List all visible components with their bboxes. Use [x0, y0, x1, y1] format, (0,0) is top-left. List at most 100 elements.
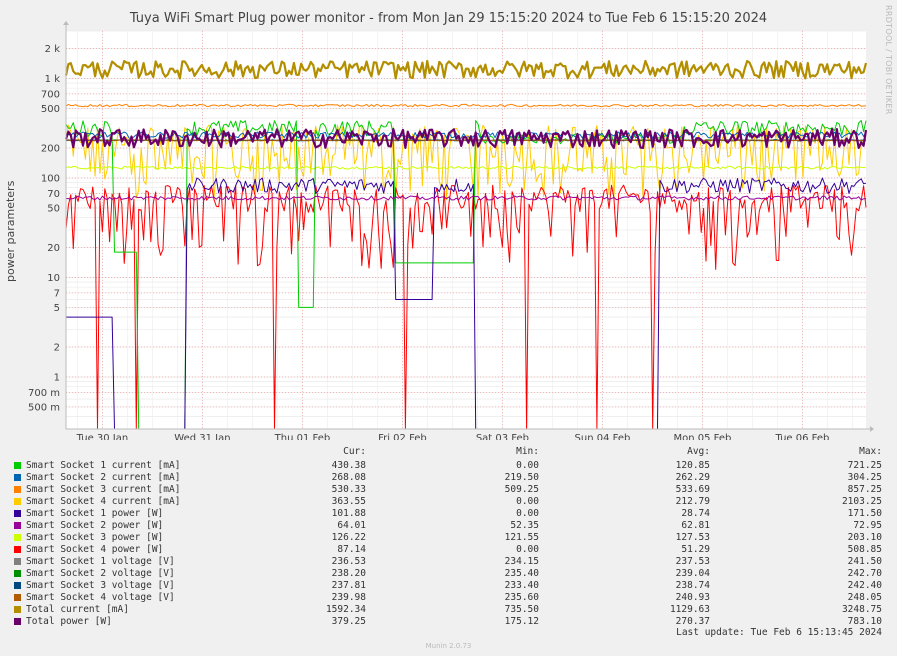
legend-min: 234.15: [504, 556, 539, 567]
legend-max: 3248.75: [841, 604, 882, 615]
legend-swatch: [14, 474, 21, 481]
legend-max: 783.10: [847, 616, 882, 627]
legend-row: Smart Socket 3 power [W] 126.22 121.55 127.…: [0, 532, 897, 544]
y-axis-arrow: [63, 21, 69, 25]
legend-cur: 87.14: [337, 544, 366, 555]
y-tick-label: 100: [41, 173, 60, 184]
x-tick-label: Fri 02 Feb: [378, 433, 427, 440]
legend-row: Smart Socket 1 voltage [V] 236.53 234.15 23…: [0, 556, 897, 568]
legend-swatch: [14, 570, 21, 577]
legend-row: Smart Socket 1 power [W] 101.88 0.00 28.74 1…: [0, 508, 897, 520]
legend-max: 721.25: [847, 460, 882, 471]
legend-swatch: [14, 582, 21, 589]
legend-max: 242.70: [847, 568, 882, 579]
legend-max: 242.40: [847, 580, 882, 591]
series-line-socket1-current: [65, 120, 867, 430]
legend-series-name: Smart Socket 1 current [mA]: [26, 460, 181, 471]
legend-swatch: [14, 558, 21, 565]
legend-avg: 127.53: [675, 532, 710, 543]
rrdtool-credit: RRDTOOL / TOBI OETIKER: [884, 5, 893, 115]
legend-max: 72.95: [853, 520, 882, 531]
x-tick-label: Tue 30 Jan: [76, 433, 129, 440]
legend-cur: 268.08: [331, 472, 366, 483]
legend-min: 52.35: [510, 520, 539, 531]
legend-swatch: [14, 594, 21, 601]
legend-cur: 379.25: [331, 616, 366, 627]
legend-row: Smart Socket 2 power [W] 64.01 52.35 62.81 7…: [0, 520, 897, 532]
legend-avg: 212.79: [675, 496, 710, 507]
y-tick-label: 20: [47, 243, 60, 254]
legend-avg: 238.74: [675, 580, 710, 591]
chart-plot-area: 2 k 1 k 700 500 200 100 70 50 20 10 7 5 2 1 700 m 500 m…: [28, 21, 874, 440]
legend-row: Total current [mA] 1592.34 735.50 1129.63 32…: [0, 604, 897, 616]
legend-avg: 262.29: [675, 472, 710, 483]
series-line-socket2-power: [65, 195, 867, 201]
legend-min: 121.55: [504, 532, 539, 543]
legend-cur: 363.55: [331, 496, 366, 507]
legend-avg: 28.74: [681, 508, 710, 519]
legend-series-name: Total power [W]: [26, 616, 112, 627]
legend-swatch: [14, 510, 21, 517]
legend-header-cur: Cur:: [343, 446, 366, 457]
legend-avg: 239.04: [675, 568, 710, 579]
x-tick-label: Mon 05 Feb: [673, 433, 731, 440]
y-tick-label: 2 k: [45, 44, 61, 55]
legend-series-name: Smart Socket 2 current [mA]: [26, 472, 181, 483]
legend-cur: 239.98: [331, 592, 366, 603]
series-line-total-power: [64, 128, 868, 149]
legend-swatch: [14, 486, 21, 493]
legend-min: 233.40: [504, 580, 539, 591]
legend-row: Smart Socket 4 current [mA] 363.55 0.00 212…: [0, 496, 897, 508]
legend-swatch: [14, 462, 21, 469]
legend-max: 304.25: [847, 472, 882, 483]
legend-cur: 238.20: [331, 568, 366, 579]
series-line-socket3-power: [65, 165, 867, 170]
legend-avg: 533.69: [675, 484, 710, 495]
legend-series-name: Smart Socket 1 voltage [V]: [26, 556, 175, 567]
y-tick-label: 5: [54, 303, 60, 314]
legend-cur: 64.01: [337, 520, 366, 531]
legend-series-name: Smart Socket 3 voltage [V]: [26, 580, 175, 591]
legend-series-name: Smart Socket 3 power [W]: [26, 532, 164, 543]
legend-swatch: [14, 618, 21, 625]
series-line-socket1-power: [66, 177, 867, 430]
legend-avg: 62.81: [681, 520, 710, 531]
y-tick-label: 700: [41, 89, 60, 100]
legend-series-name: Smart Socket 2 power [W]: [26, 520, 164, 531]
legend-row: Smart Socket 2 current [mA] 268.08 219.50 2…: [0, 472, 897, 484]
legend-max: 857.25: [847, 484, 882, 495]
y-tick-label: 50: [47, 203, 60, 214]
x-tick-label: Wed 31 Jan: [174, 433, 230, 440]
series-line-socket3-current: [65, 103, 867, 108]
legend-row: Smart Socket 3 current [mA] 530.33 509.25 5…: [0, 484, 897, 496]
legend-min: 0.00: [516, 508, 539, 519]
legend-row: Smart Socket 3 voltage [V] 237.81 233.40 23…: [0, 580, 897, 592]
legend-header-max: Max:: [859, 446, 882, 457]
legend-min: 0.00: [516, 460, 539, 471]
legend-cur: 530.33: [331, 484, 366, 495]
y-tick-label: 2: [54, 343, 60, 354]
legend-series-name: Smart Socket 3 current [mA]: [26, 484, 181, 495]
legend-min: 735.50: [504, 604, 539, 615]
legend-max: 203.10: [847, 532, 882, 543]
legend-min: 0.00: [516, 544, 539, 555]
y-tick-label: 200: [41, 144, 60, 155]
y-tick-label: 1 k: [45, 74, 61, 85]
x-tick-label: Sat 03 Feb: [476, 433, 529, 440]
chart-title: Tuya WiFi Smart Plug power monitor - fro…: [129, 11, 768, 26]
legend-swatch: [14, 606, 21, 613]
legend-min: 0.00: [516, 496, 539, 507]
legend-cur: 236.53: [331, 556, 366, 567]
legend-row: Smart Socket 4 voltage [V] 239.98 235.60 24…: [0, 592, 897, 604]
legend-swatch: [14, 498, 21, 505]
legend-swatch: [14, 522, 21, 529]
legend-swatch: [14, 534, 21, 541]
legend-min: 219.50: [504, 472, 539, 483]
legend-max: 508.85: [847, 544, 882, 555]
legend-cur: 126.22: [331, 532, 366, 543]
legend-row: Total power [W] 379.25 175.12 270.37 783.10: [0, 616, 897, 628]
legend-cur: 1592.34: [325, 604, 366, 615]
legend-avg: 240.93: [675, 592, 710, 603]
y-tick-label: 700 m: [28, 388, 60, 399]
legend-avg: 51.29: [681, 544, 710, 555]
